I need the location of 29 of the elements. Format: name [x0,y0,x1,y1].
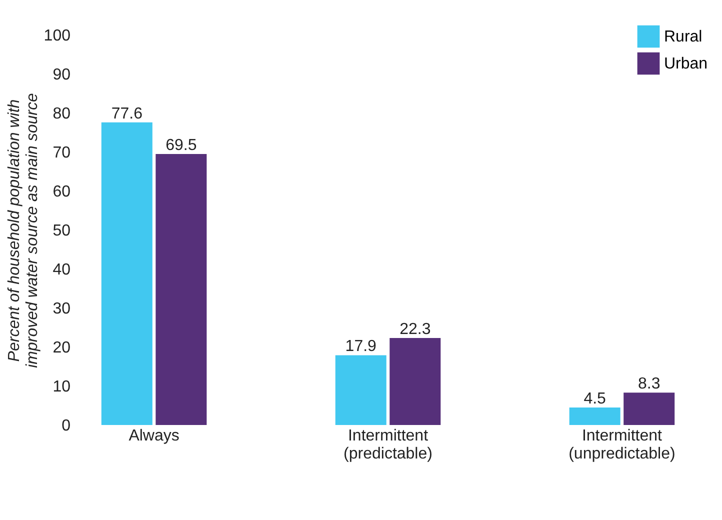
y-tick-label: 80 [52,106,71,122]
x-tick-label: Always [128,428,180,444]
bar [101,122,152,425]
y-tick-label: 0 [62,418,71,434]
data-label: 22.3 [400,321,431,338]
data-label: 8.3 [638,376,660,393]
y-tick-label: 50 [52,222,71,240]
data-label: 77.6 [111,105,143,122]
y-axis-title: Percent of household population with improved water source as main source [6,93,41,368]
bar [624,392,675,425]
data-label: 4.5 [584,390,606,408]
bar [569,407,620,425]
data-label: 69.5 [166,136,197,154]
bar [156,154,207,425]
y-tick-label: 100 [44,28,71,44]
y-tick-label: 90 [52,66,71,84]
legend-label: Rural [664,28,702,46]
y-tick-label: 40 [52,262,71,278]
y-tick-label: 20 [52,340,71,356]
bar [390,338,441,425]
data-label: 17.9 [345,338,377,356]
y-tick-label: 70 [52,144,71,162]
y-tick-label: 30 [52,300,71,318]
x-tick-label: Intermittent (unpredictable) [568,428,676,462]
legend-label: Urban [664,56,708,72]
y-tick-label: 60 [52,184,71,200]
bar [335,355,386,425]
x-tick-label: Intermittent (predictable) [344,428,432,462]
y-tick-label: 10 [52,378,71,396]
